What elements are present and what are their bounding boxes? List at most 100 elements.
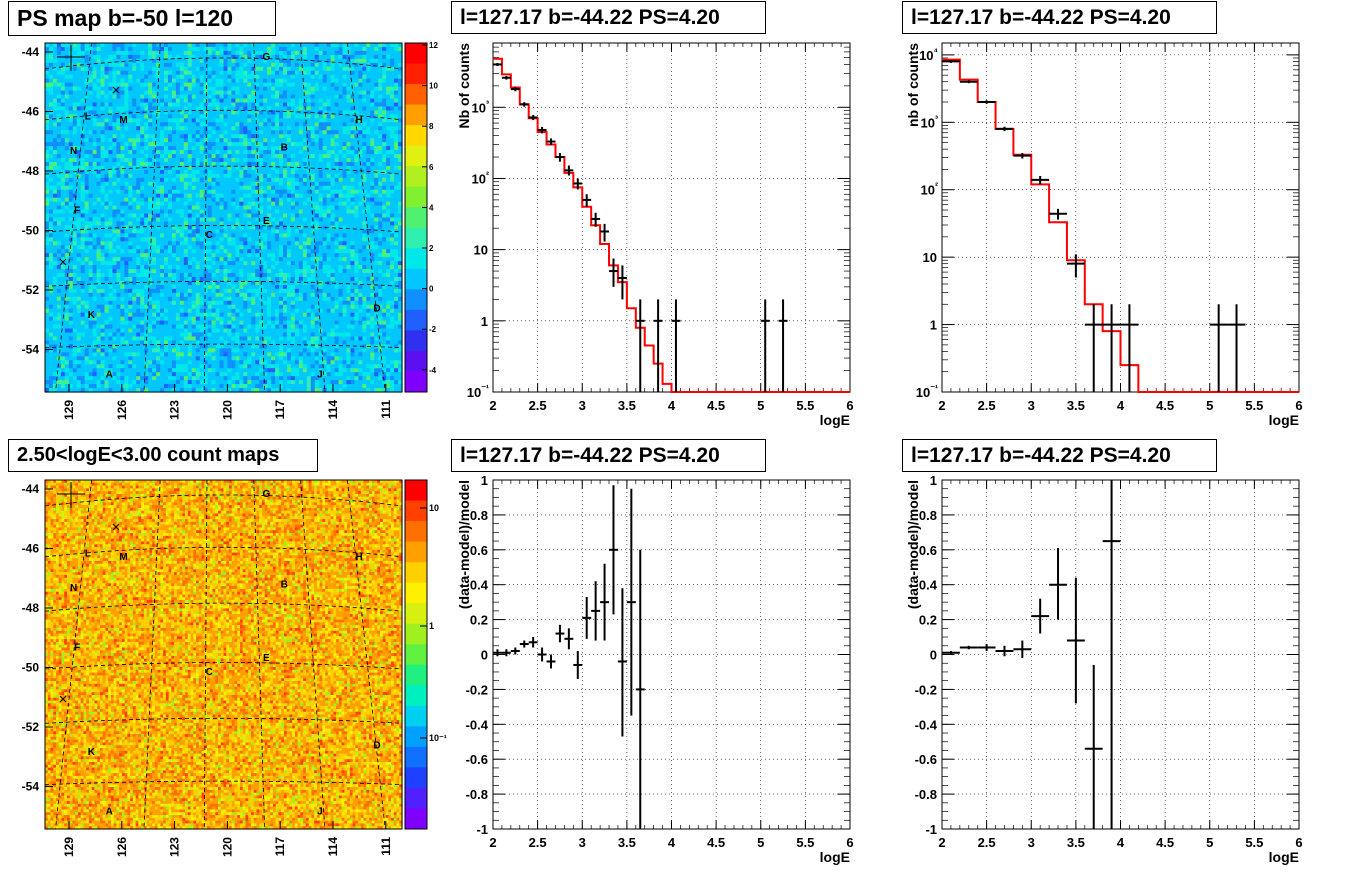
map-cell: [132, 198, 137, 203]
map-cell: [303, 162, 308, 167]
map-cell: [45, 206, 50, 211]
map-cell: [164, 218, 169, 223]
map-cell: [61, 162, 66, 167]
map-cell: [180, 91, 185, 96]
map-cell: [200, 158, 205, 163]
map-cell: [335, 122, 340, 127]
map-cell: [208, 170, 213, 175]
map-cell: [160, 166, 165, 171]
map-cell: [263, 95, 268, 100]
map-cell: [394, 114, 399, 119]
map-cell: [315, 186, 320, 191]
map-cell: [196, 91, 201, 96]
map-cell: [77, 79, 82, 84]
map-cell: [307, 210, 312, 215]
map-cell: [112, 174, 117, 179]
map-cell: [188, 253, 193, 258]
map-cell: [132, 241, 137, 246]
map-cell: [176, 122, 181, 127]
map-cell: [346, 87, 351, 92]
map-cell: [291, 51, 296, 56]
map-cell: [299, 154, 304, 159]
map-cell: [394, 99, 399, 104]
map-cell: [101, 214, 106, 219]
map-cell: [152, 75, 157, 80]
map-cell: [239, 249, 244, 254]
map-cell: [97, 253, 102, 258]
map-cell: [311, 83, 316, 88]
map-cell: [235, 142, 240, 147]
map-cell: [172, 47, 177, 52]
map-cell: [239, 102, 244, 107]
map-cell: [319, 67, 324, 72]
map-cell: [339, 221, 344, 226]
map-cell: [148, 233, 153, 238]
map-cell: [97, 150, 102, 155]
map-cell: [49, 114, 54, 119]
map-cell: [81, 47, 86, 52]
map-cell: [323, 75, 328, 80]
map-cell: [299, 237, 304, 242]
map-cell: [124, 245, 129, 250]
map-cell: [120, 241, 125, 246]
map-cell: [81, 51, 86, 56]
map-cell: [231, 118, 236, 123]
map-cell: [188, 237, 193, 242]
map-cell: [116, 190, 121, 195]
map-cell: [235, 182, 240, 187]
map-cell: [45, 130, 50, 135]
map-cell: [140, 118, 145, 123]
map-cell: [184, 87, 189, 92]
map-cell: [303, 210, 308, 215]
map-cell: [243, 218, 248, 223]
map-cell: [108, 75, 113, 80]
map-cell: [362, 63, 367, 68]
map-cell: [140, 198, 145, 203]
map-cell: [267, 229, 272, 234]
map-cell: [140, 138, 145, 143]
map-cell: [235, 150, 240, 155]
map-cell: [81, 83, 86, 88]
map-cell: [343, 241, 348, 246]
map-cell: [331, 249, 336, 254]
map-cell: [271, 253, 276, 258]
map-cell: [120, 206, 125, 211]
map-cell: [200, 126, 205, 131]
map-cell: [152, 210, 157, 215]
map-cell: [354, 221, 359, 226]
map-cell: [307, 221, 312, 226]
map-cell: [192, 63, 197, 68]
map-cell: [81, 237, 86, 242]
map-cell: [212, 79, 217, 84]
map-cell: [81, 43, 86, 48]
map-cell: [49, 59, 54, 64]
map-cell: [216, 95, 221, 100]
map-cell: [180, 261, 185, 266]
map-cell: [374, 158, 379, 163]
map-cell: [93, 95, 98, 100]
map-cell: [160, 237, 165, 242]
map-cell: [97, 154, 102, 159]
map-cell: [366, 106, 371, 111]
map-cell: [315, 182, 320, 187]
map-cell: [140, 110, 145, 115]
map-cell: [200, 249, 205, 254]
map-cell: [390, 150, 395, 155]
map-cell: [291, 150, 296, 155]
map-cell: [307, 174, 312, 179]
map-cell: [283, 186, 288, 191]
map-cell: [85, 162, 90, 167]
map-cell: [192, 91, 197, 96]
map-cell: [148, 198, 153, 203]
map-cell: [386, 47, 391, 52]
map-cell: [156, 134, 161, 139]
map-cell: [255, 182, 260, 187]
map-cell: [140, 202, 145, 207]
map-cell: [339, 134, 344, 139]
map-cell: [176, 190, 181, 195]
map-cell: [243, 142, 248, 147]
map-cell: [188, 99, 193, 104]
map-cell: [108, 253, 113, 258]
map-cell: [311, 134, 316, 139]
map-cell: [386, 178, 391, 183]
